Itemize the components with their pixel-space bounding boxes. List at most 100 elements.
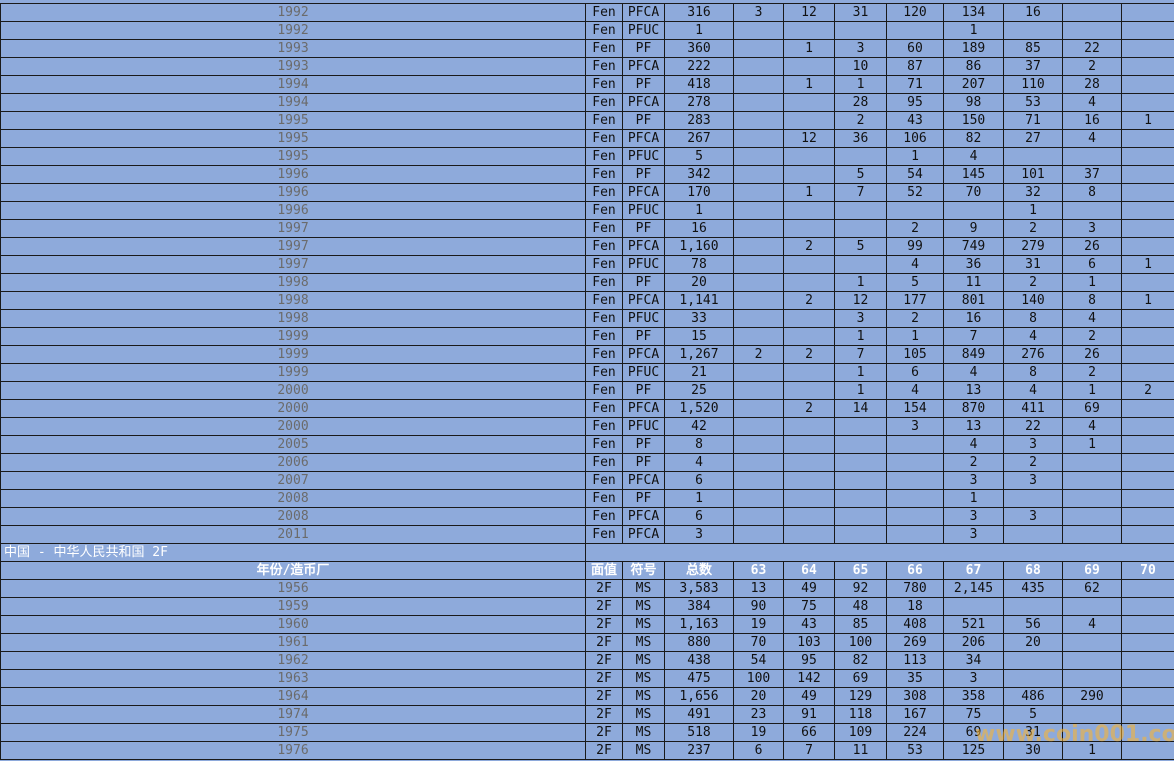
cell [1121, 399, 1174, 418]
cell: PFUC [622, 21, 665, 40]
cell: 7 [783, 741, 835, 760]
cell: 4 [1062, 93, 1122, 112]
cell: 69 [834, 669, 887, 688]
cell: Fen [585, 453, 623, 472]
cell: PF [622, 381, 665, 400]
cell: MS [622, 741, 665, 760]
cell [1062, 651, 1122, 670]
cell: 2F [585, 723, 623, 742]
cell: 70 [943, 183, 1004, 202]
cell: 2 [886, 219, 944, 238]
cell [733, 57, 784, 76]
cell: MS [622, 705, 665, 724]
cell [886, 471, 944, 490]
cell [1062, 525, 1122, 544]
cell [886, 21, 944, 40]
table-row: 1998 Fen PFCA 1,141 2 12 177 801 140 8 1 [0, 291, 1174, 310]
header-cell: 63 [733, 561, 784, 580]
cell [1062, 201, 1122, 220]
table-row: 1976 2F MS 237 6 7 11 53 125 30 1 [0, 741, 1174, 760]
header-cell: 面值 [585, 561, 623, 580]
cell: 189 [943, 39, 1004, 58]
cell: 360 [664, 39, 734, 58]
cell: 28 [834, 93, 887, 112]
cell: Fen [585, 291, 623, 310]
cell [783, 165, 835, 184]
table-row: 1995 Fen PFUC 5 1 4 [0, 147, 1174, 166]
cell: 279 [1003, 237, 1063, 256]
cell: 16 [943, 309, 1004, 328]
cell [733, 507, 784, 526]
cell [733, 129, 784, 148]
year-cell: 1993 [0, 39, 586, 58]
cell: 13 [943, 417, 1004, 436]
cell: 1 [834, 273, 887, 292]
cell: 3 [943, 525, 1004, 544]
cell: 1 [886, 327, 944, 346]
cell [834, 525, 887, 544]
cell: 99 [886, 237, 944, 256]
table-row: 1999 Fen PFUC 21 1 6 4 8 2 [0, 363, 1174, 382]
cell: 12 [783, 3, 835, 22]
cell [1003, 489, 1063, 508]
table-row: 1996 Fen PFUC 1 1 [0, 201, 1174, 220]
cell [1062, 21, 1122, 40]
cell: 20 [733, 687, 784, 706]
cell: 4 [1003, 381, 1063, 400]
table-row: 2008 Fen PFCA 6 3 3 [0, 507, 1174, 526]
year-cell: 2011 [0, 525, 586, 544]
cell: 278 [664, 93, 734, 112]
year-cell: 1999 [0, 363, 586, 382]
cell: 2 [834, 111, 887, 130]
cell: 2 [1003, 273, 1063, 292]
cell [783, 435, 835, 454]
cell: 276 [1003, 345, 1063, 364]
cell: MS [622, 615, 665, 634]
cell: 1 [783, 183, 835, 202]
cell: PF [622, 489, 665, 508]
cell: PFUC [622, 147, 665, 166]
cell: 283 [664, 111, 734, 130]
cell: 62 [1062, 579, 1122, 598]
year-cell: 1997 [0, 237, 586, 256]
cell [733, 381, 784, 400]
cell: 25 [664, 381, 734, 400]
cell [733, 399, 784, 418]
cell: 36 [834, 129, 887, 148]
cell: 16 [1062, 111, 1122, 130]
cell [733, 435, 784, 454]
cell [733, 201, 784, 220]
cell: 408 [886, 615, 944, 634]
cell: 5 [834, 165, 887, 184]
table-row: 2000 Fen PF 25 1 4 13 4 1 2 [0, 381, 1174, 400]
cell: 1 [664, 21, 734, 40]
cell: PFCA [622, 345, 665, 364]
cell: 69 [1062, 399, 1122, 418]
header-cell: 68 [1003, 561, 1063, 580]
cell: MS [622, 723, 665, 742]
cell: 1 [1062, 381, 1122, 400]
cell [1121, 417, 1174, 436]
year-cell: 1960 [0, 615, 586, 634]
cell: 10 [834, 57, 887, 76]
cell: PF [622, 273, 665, 292]
table-row: 1992 Fen PFUC 1 1 [0, 21, 1174, 40]
cell: Fen [585, 417, 623, 436]
cell: 521 [943, 615, 1004, 634]
cell [1003, 525, 1063, 544]
cell: 9 [943, 219, 1004, 238]
cell: PFCA [622, 93, 665, 112]
cell: Fen [585, 381, 623, 400]
cell [733, 147, 784, 166]
cell: 26 [1062, 237, 1122, 256]
cell: 6 [733, 741, 784, 760]
cell [783, 489, 835, 508]
cell: MS [622, 597, 665, 616]
cell: PFUC [622, 255, 665, 274]
cell: 2F [585, 651, 623, 670]
cell [1062, 705, 1122, 724]
header-cell: 67 [943, 561, 1004, 580]
cell [783, 417, 835, 436]
cell: 2F [585, 669, 623, 688]
